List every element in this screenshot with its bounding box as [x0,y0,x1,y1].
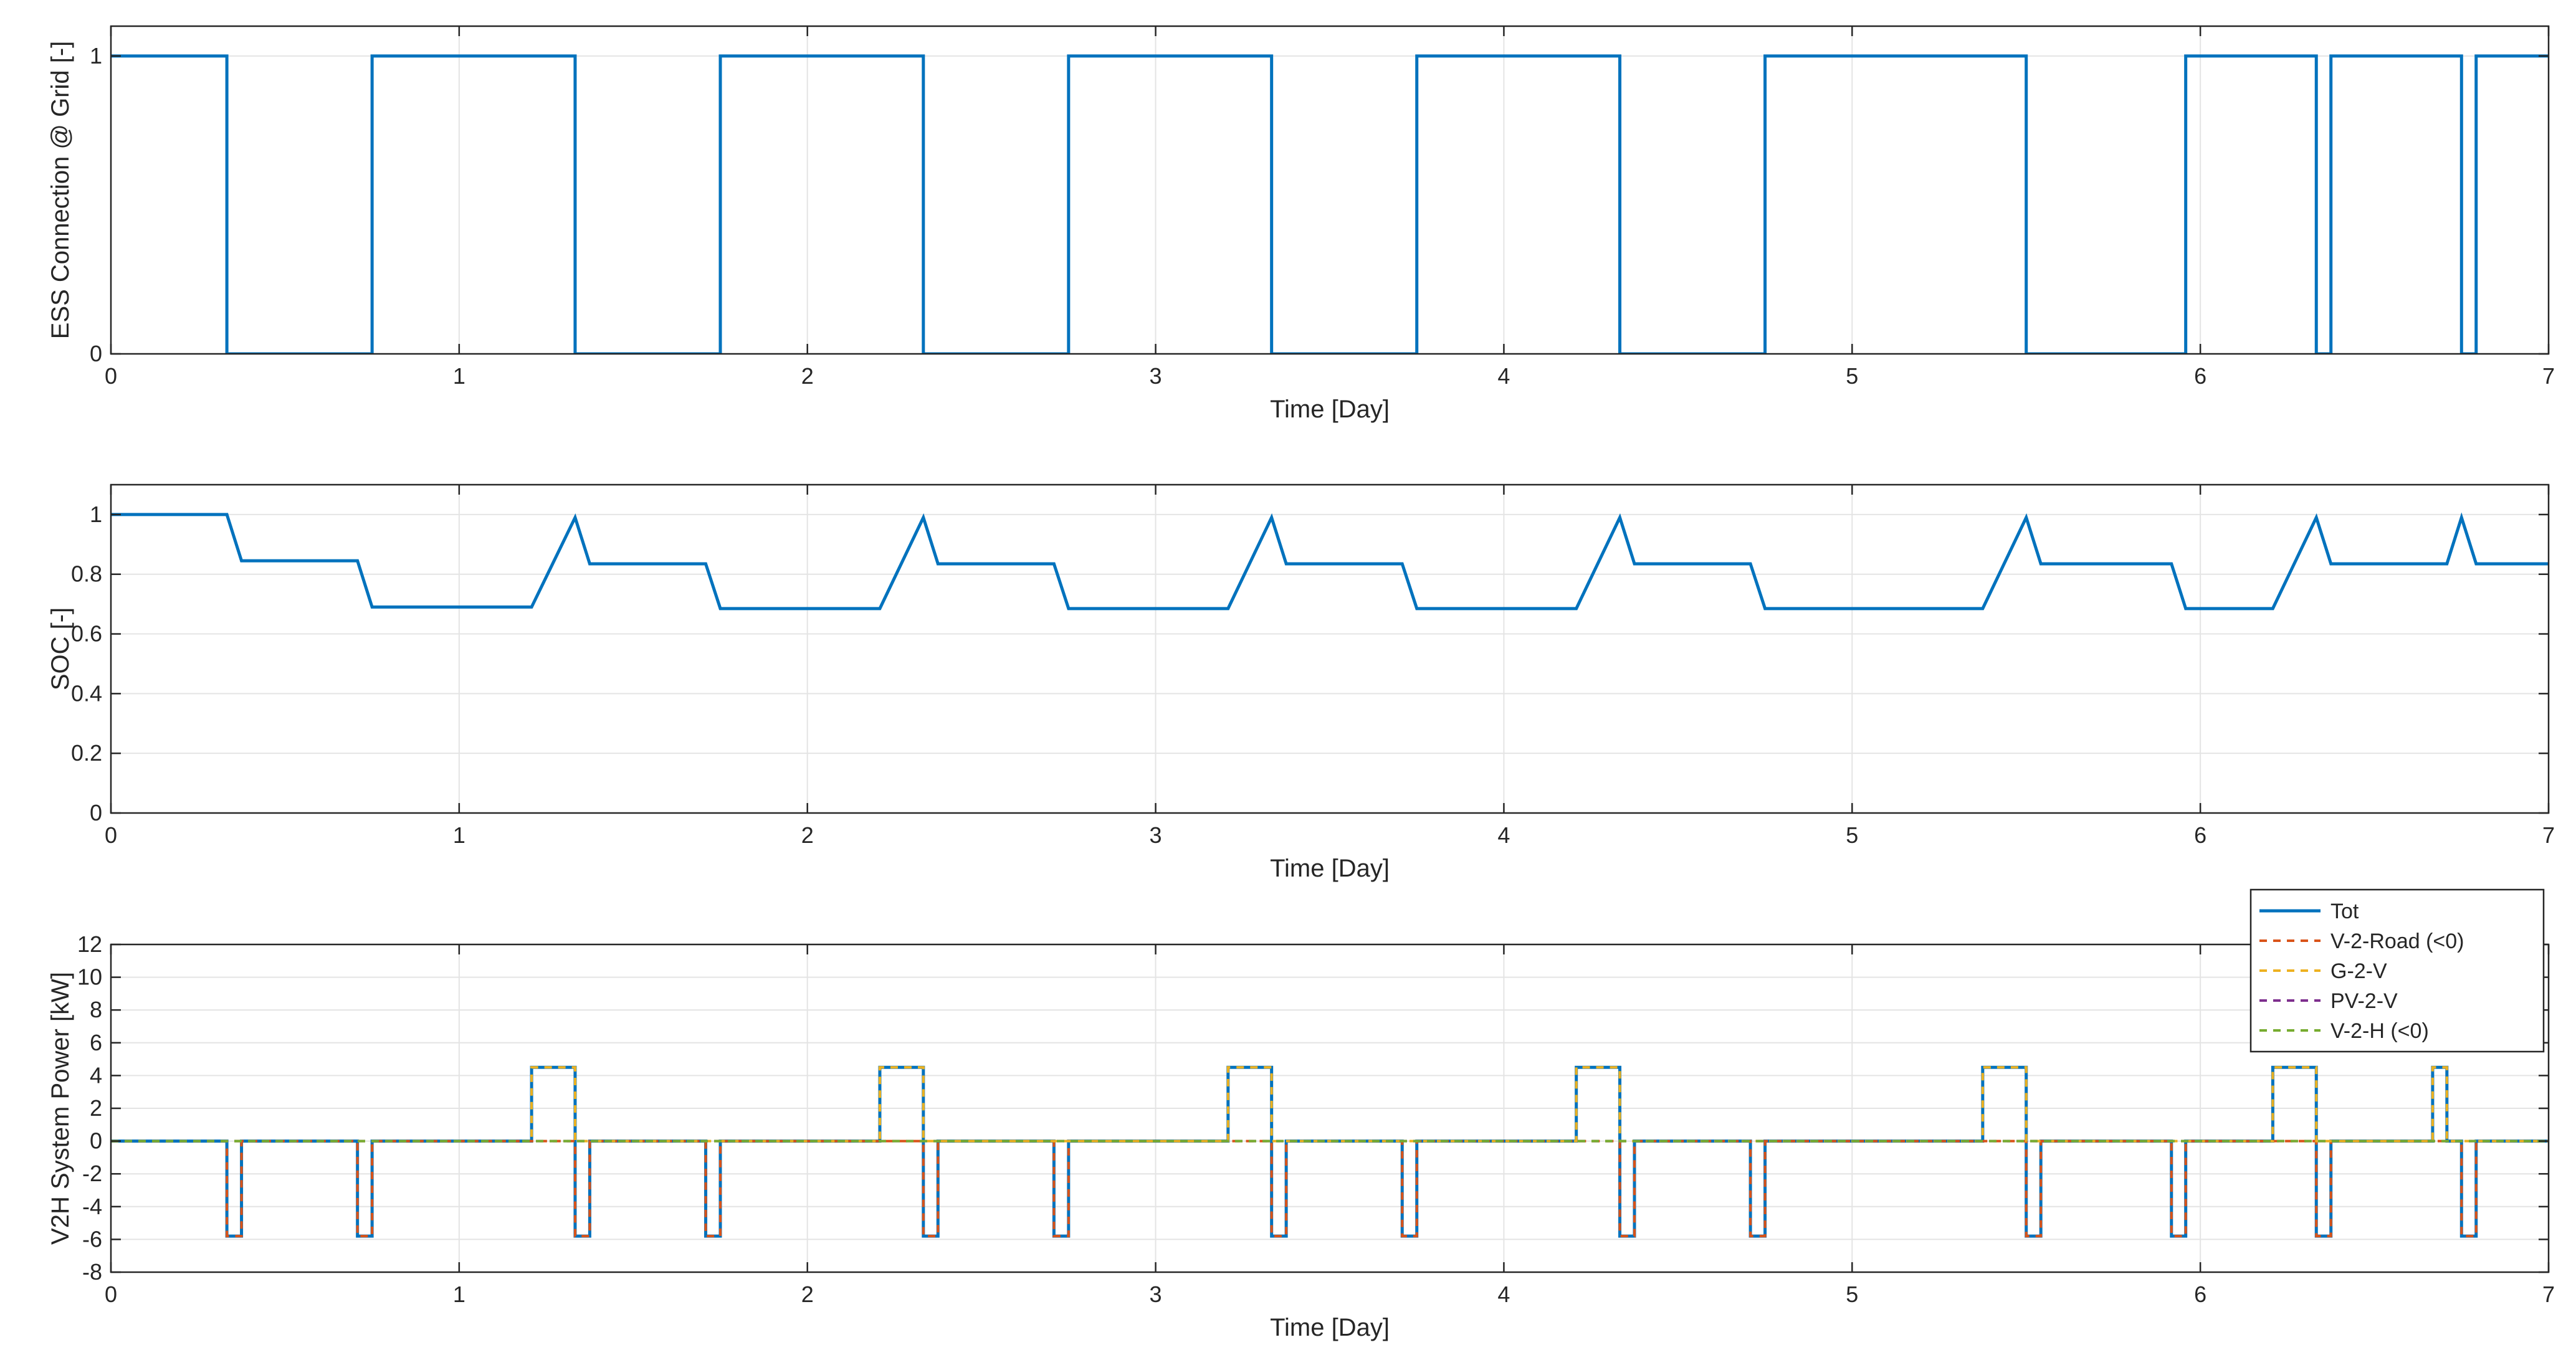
v2h-power-y-tick-label: 10 [77,964,102,990]
soc-x-tick-label: 0 [105,822,117,848]
ess-connection-y-tick-label: 0 [90,341,102,366]
v2h-power-x-tick-label: 0 [105,1282,117,1307]
soc-y-tick-label: 1 [90,502,102,527]
soc-x-tick-label: 2 [801,822,814,848]
ess-connection-y-tick-label: 1 [90,43,102,69]
soc-y-tick-label: 0 [90,800,102,825]
soc-series-group [111,512,2549,611]
soc-subplot: 0 1 2 3 4 5 6 7 0 0.2 0.4 0.6 0.8 1 Time [Day] SOC [-] [47,483,2555,882]
soc-axes-box [110,483,2550,814]
soc-x-axis-label: Time [Day] [1270,855,1390,882]
ess-connection-subplot: 0 1 2 3 4 5 6 7 0 1 Time [Day] ESS Connection @ Gri… [47,25,2555,423]
ess-connection-x-tick-label: 0 [105,363,117,389]
soc-y-tick-label: 0.8 [71,561,102,587]
soc-y-tick-label: 0.2 [71,740,102,766]
v2h-power-y-tick-label: 0 [90,1128,102,1154]
soc-y-tick-label: 0.4 [71,680,102,706]
v2h-power-x-tick-label: 2 [801,1282,814,1307]
v2h-power-x-tick-label: 3 [1150,1282,1162,1307]
legend-label-v-2-road-0: V-2-Road (<0) [2330,930,2464,953]
ess-connection-x-axis-label: Time [Day] [1270,396,1390,423]
soc-y-axis-label: SOC [-] [47,607,74,690]
v2h-power-x-tick-label: 5 [1846,1282,1858,1307]
v2h-power-y-tick-label: 8 [90,997,102,1022]
soc-plot-area [111,485,2549,813]
soc-x-tick-label: 6 [2194,822,2206,848]
v2h-power-x-tick-label: 4 [1497,1282,1510,1307]
v2h-power-x-tick-label: 7 [2542,1282,2555,1307]
v2h-power-x-tick-label: 1 [453,1282,465,1307]
ess-connection-series-group [111,54,2549,354]
v2h-power-y-tick-label: 6 [90,1030,102,1055]
ess-connection-x-tick-label: 6 [2194,363,2206,389]
v2h-power-series-group [111,1065,2549,1238]
v2h-power-y-tick-label: -6 [82,1226,102,1252]
ess-connection-x-tick-label: 1 [453,363,465,389]
v2h-power-x-axis-label: Time [Day] [1270,1314,1390,1341]
ess-connection-plot-area [111,26,2549,354]
legend-label-tot: Tot [2330,900,2359,923]
ess-connection-x-tick-label: 3 [1150,363,1162,389]
legend-label-g-2-v: G-2-V [2330,959,2387,983]
v2h-power-y-axis-label: V2H System Power [kW] [47,972,74,1245]
soc-x-tick-label: 7 [2542,822,2555,848]
ess-connection-x-tick-label: 2 [801,363,814,389]
ess-connection-x-tick-label: 5 [1846,363,1858,389]
v2h-power-y-tick-label: 2 [90,1095,102,1121]
ess-connection-axes-box [110,25,2550,355]
ess-connection-x-tick-label: 4 [1497,363,1510,389]
legend-label-v-2-h-0: V-2-H (<0) [2330,1019,2429,1043]
v2h-power-y-tick-label: -8 [82,1259,102,1285]
legend-label-pv-2-v: PV-2-V [2330,989,2398,1013]
legend-box [2249,888,2545,1053]
soc-x-tick-label: 1 [453,822,465,848]
ess-connection-line-series-0 [111,54,2549,354]
v2h-power-y-tick-label: -2 [82,1161,102,1186]
ess-connection-x-tick-label: 7 [2542,363,2555,389]
soc-line-series-0 [111,512,2549,611]
v2h-power-x-tick-label: 6 [2194,1282,2206,1307]
ess-connection-y-axis-label: ESS Connection @ Grid [-] [47,41,74,340]
v2h-power-y-tick-label: -4 [82,1194,102,1219]
soc-y-tick-label: 0.6 [71,621,102,647]
v2h-power-y-tick-label: 12 [77,931,102,957]
v2h-power-legend: Tot V-2-Road (<0) G-2-V PV-2-V V-2-H (<0) [2249,888,2545,1053]
soc-x-tick-label: 5 [1846,822,1858,848]
v2h-power-y-tick-label: 4 [90,1062,102,1088]
soc-x-tick-label: 4 [1497,822,1510,848]
soc-x-tick-label: 3 [1150,822,1162,848]
